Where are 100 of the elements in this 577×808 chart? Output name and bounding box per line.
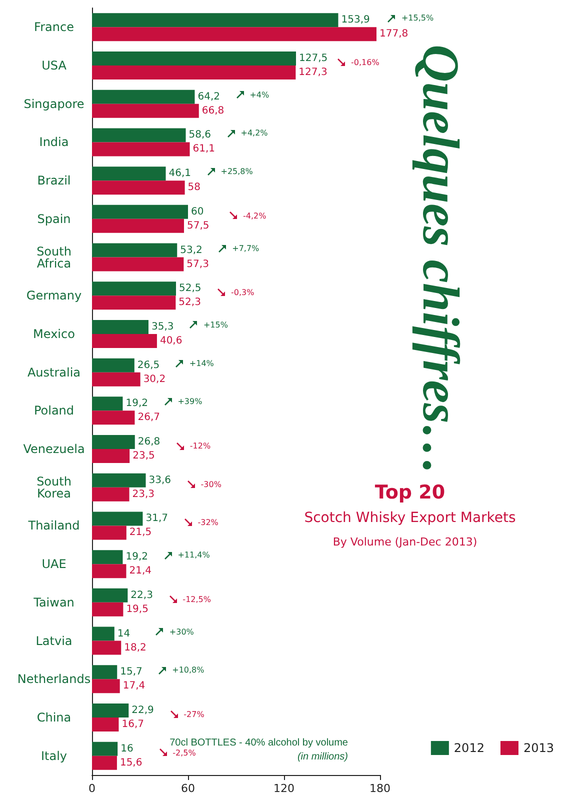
data-label: 19,2 bbox=[126, 552, 148, 563]
y-tick-label: USA bbox=[42, 58, 68, 73]
data-label: 31,7 bbox=[146, 513, 168, 524]
data-label: 30,2 bbox=[143, 374, 166, 385]
bar bbox=[92, 90, 195, 104]
annotation: +7,7% bbox=[232, 244, 260, 253]
bar bbox=[92, 282, 176, 296]
annotation: +25,8% bbox=[220, 167, 254, 176]
bar bbox=[92, 512, 143, 526]
y-tick-label: Mexico bbox=[33, 326, 75, 341]
x-tick-label: 0 bbox=[88, 782, 96, 795]
data-label: 14 bbox=[117, 628, 130, 640]
bar bbox=[92, 602, 124, 616]
bar bbox=[92, 410, 135, 425]
data-label: 46,1 bbox=[168, 168, 192, 180]
data-label: 15,6 bbox=[120, 757, 142, 768]
data-label: 16 bbox=[120, 743, 134, 754]
data-label: 53,2 bbox=[180, 244, 202, 256]
data-label: 40,6 bbox=[160, 335, 182, 346]
annotation: -12% bbox=[190, 442, 211, 451]
bar bbox=[92, 180, 185, 195]
annotation: -2,5% bbox=[172, 748, 196, 758]
bar bbox=[92, 243, 178, 258]
bar bbox=[92, 142, 190, 156]
data-label: 127,3 bbox=[298, 67, 328, 78]
data-label: 177,8 bbox=[379, 28, 408, 40]
bar bbox=[92, 66, 296, 80]
annotation: By Volume (Jan-Dec 2013) bbox=[332, 536, 478, 548]
bar bbox=[92, 104, 199, 118]
annotation: +15% bbox=[203, 320, 228, 330]
annotation: 70cl BOTTLES - 40% alcohol by volume bbox=[170, 738, 348, 748]
data-label: 153,9 bbox=[341, 14, 370, 26]
y-tick-label: China bbox=[36, 710, 72, 724]
bar bbox=[92, 473, 146, 488]
annotation: -0,3% bbox=[231, 288, 255, 298]
data-label: 58,6 bbox=[188, 130, 212, 141]
y-tick-label: Thailand bbox=[27, 518, 80, 533]
y-tick-label: Brazil bbox=[37, 174, 71, 188]
data-label: 52,5 bbox=[179, 283, 202, 294]
x-tick-label: 180 bbox=[370, 782, 390, 795]
data-label: 23,5 bbox=[132, 450, 155, 462]
data-label: 57,5 bbox=[187, 220, 210, 232]
annotation: +10,8% bbox=[172, 666, 205, 675]
annotation: +4% bbox=[250, 90, 270, 100]
bar bbox=[92, 358, 134, 372]
bar bbox=[92, 717, 119, 732]
data-label: 52,3 bbox=[178, 297, 201, 308]
legend-label: 2013 bbox=[523, 741, 554, 755]
data-label: 33,6 bbox=[148, 474, 172, 486]
bar bbox=[92, 396, 123, 411]
y-tick-label: Latvia bbox=[36, 634, 72, 648]
data-label: 35,3 bbox=[151, 321, 174, 332]
bar bbox=[92, 449, 130, 464]
annotation: -32% bbox=[198, 518, 219, 528]
text: Scotch Whisky Export Markets bbox=[304, 510, 516, 526]
bar bbox=[92, 626, 114, 641]
y-tick-label: Spain bbox=[37, 212, 71, 226]
bar bbox=[92, 128, 186, 142]
bar bbox=[92, 679, 120, 694]
annotation: -12,5% bbox=[182, 594, 212, 604]
annotation: +4,2% bbox=[240, 128, 268, 138]
y-tick-label: Taiwan bbox=[32, 595, 74, 610]
bar bbox=[92, 372, 140, 386]
y-tick-label: South Korea bbox=[36, 474, 72, 500]
bar bbox=[92, 550, 123, 564]
bar bbox=[92, 52, 296, 66]
bar bbox=[92, 756, 117, 770]
y-tick-label: Poland bbox=[34, 404, 74, 418]
data-label: 61,1 bbox=[192, 144, 216, 155]
data-label: 22,9 bbox=[132, 704, 154, 716]
data-label: 21,4 bbox=[129, 566, 152, 577]
bar bbox=[92, 218, 184, 233]
bar bbox=[92, 703, 129, 718]
bar bbox=[92, 27, 376, 42]
annotation: +11,4% bbox=[178, 550, 210, 560]
y-tick-label: Germany bbox=[26, 288, 82, 303]
data-label: 26,7 bbox=[138, 412, 160, 424]
bar bbox=[92, 742, 118, 756]
annotation: +39% bbox=[178, 397, 203, 406]
data-label: 23,3 bbox=[132, 488, 155, 500]
bar bbox=[92, 640, 122, 655]
data-label: 19,5 bbox=[126, 604, 148, 615]
bar bbox=[92, 13, 338, 28]
data-label: 64,2 bbox=[198, 91, 220, 102]
annotation: -0,16% bbox=[351, 58, 380, 68]
data-label: 127,5 bbox=[299, 53, 328, 64]
data-label: 57,3 bbox=[186, 258, 209, 270]
y-tick-label: France bbox=[34, 20, 74, 34]
data-label: 22,3 bbox=[130, 590, 153, 601]
text: Quelques chiffres… bbox=[412, 44, 468, 476]
legend-label: 2012 bbox=[454, 741, 484, 755]
annotation: +14% bbox=[189, 358, 214, 368]
bar bbox=[92, 257, 184, 272]
data-label: 58 bbox=[188, 182, 201, 194]
data-label: 60 bbox=[191, 206, 204, 218]
data-label: 21,5 bbox=[129, 527, 152, 538]
y-tick-label: UAE bbox=[42, 557, 66, 572]
annotation: -30% bbox=[200, 480, 222, 489]
y-tick-label: South Africa bbox=[36, 244, 72, 270]
bar bbox=[92, 204, 188, 219]
